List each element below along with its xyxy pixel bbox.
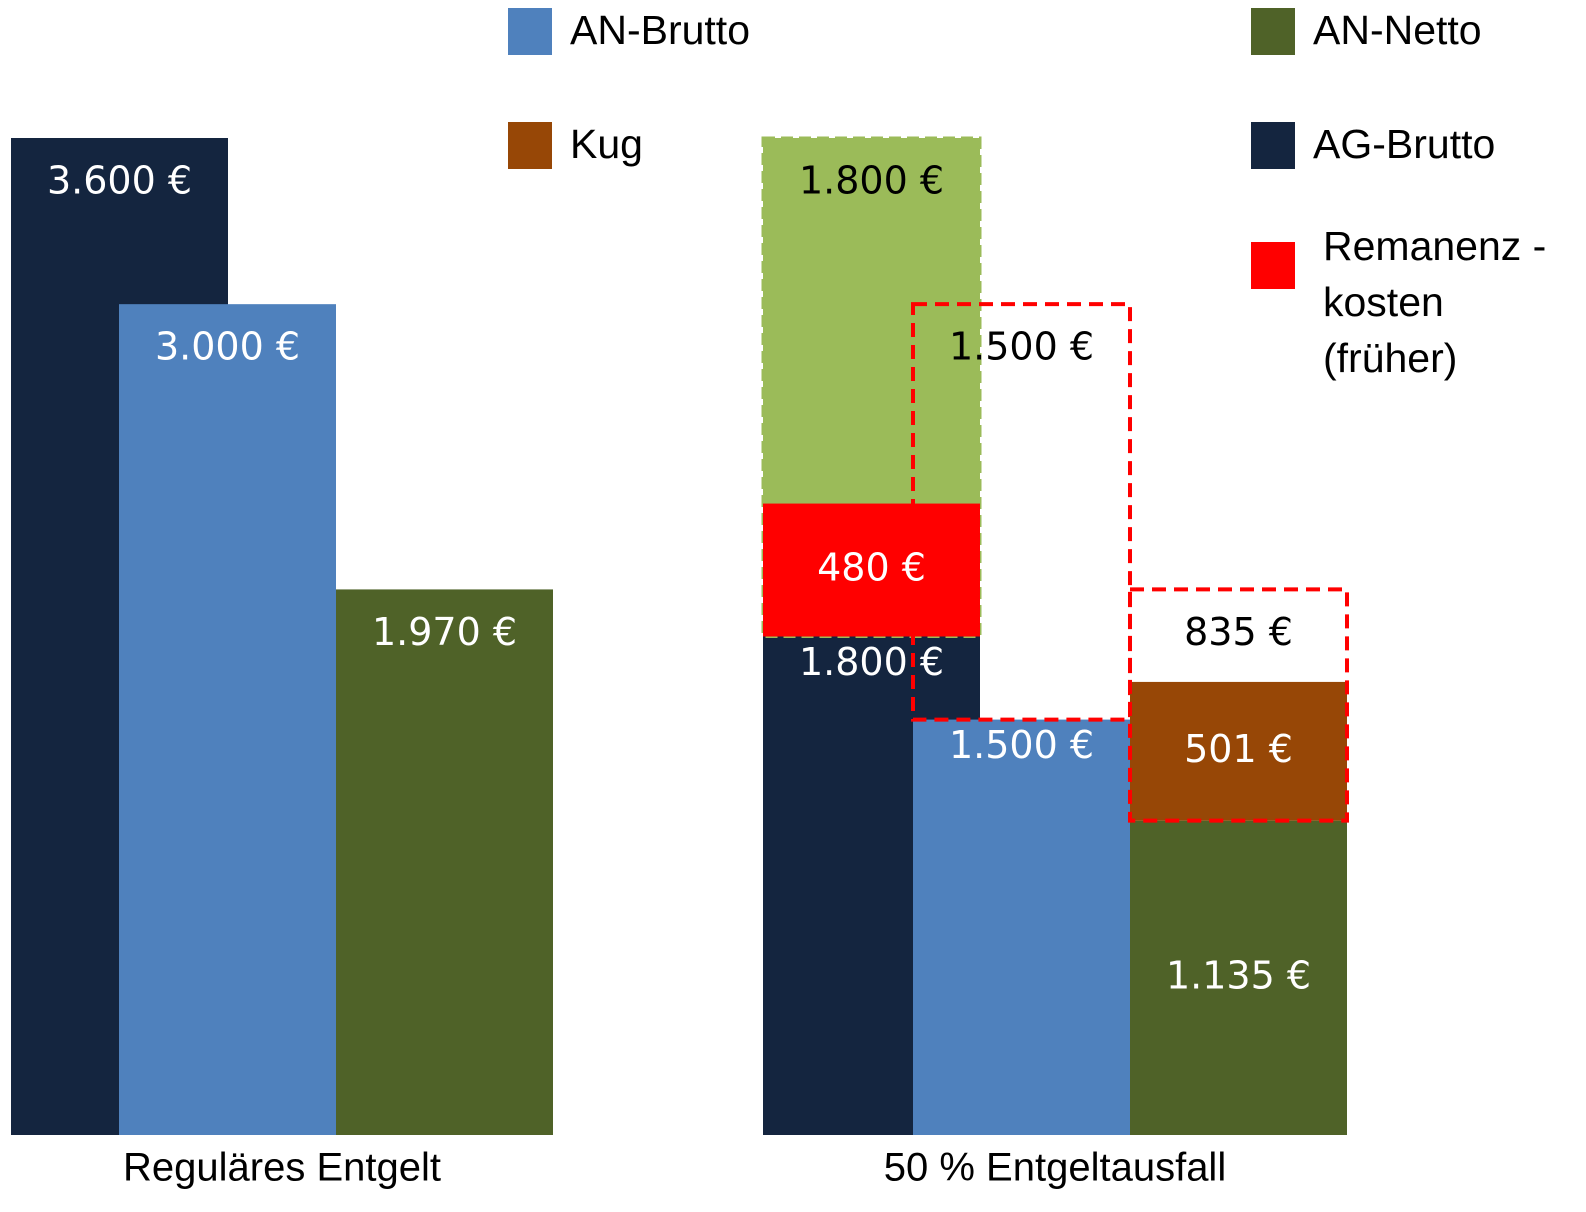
legend-swatch bbox=[1251, 8, 1295, 55]
legend-label: AN-Brutto bbox=[570, 7, 750, 53]
value-label: 1.135 € bbox=[1166, 953, 1311, 997]
value-label: 1.800 € bbox=[799, 640, 944, 684]
bar bbox=[119, 304, 336, 1136]
former-bar bbox=[911, 302, 1132, 722]
value-label: 3.000 € bbox=[155, 325, 300, 369]
legend-label: AG-Brutto bbox=[1313, 121, 1495, 167]
value-label: 501 € bbox=[1184, 727, 1293, 771]
legend-swatch bbox=[1251, 242, 1295, 289]
value-label: 3.600 € bbox=[47, 159, 192, 203]
legend-swatch bbox=[1251, 122, 1295, 169]
legend-label: AN-Netto bbox=[1313, 7, 1482, 53]
value-label: 1.500 € bbox=[949, 723, 1094, 767]
legend-label: Remanenz -kosten (früher) bbox=[1323, 223, 1547, 381]
value-label: 1.500 € bbox=[949, 325, 1094, 369]
legend-label: Kug bbox=[570, 121, 643, 167]
bar bbox=[1130, 820, 1347, 1135]
bar bbox=[763, 503, 980, 637]
x-tick-label: Reguläres Entgelt bbox=[123, 1146, 441, 1190]
x-tick-label: 50 % Entgeltausfall bbox=[884, 1146, 1226, 1190]
bar bbox=[336, 589, 553, 1135]
bar bbox=[1130, 681, 1347, 821]
value-label: 835 € bbox=[1184, 610, 1293, 654]
legend-swatch bbox=[508, 122, 552, 169]
bar bbox=[913, 719, 1130, 1135]
legend-swatch bbox=[508, 8, 552, 55]
value-label: 480 € bbox=[817, 546, 926, 590]
value-label: 1.970 € bbox=[372, 610, 517, 654]
value-label: 1.800 € bbox=[799, 159, 944, 203]
former-bar bbox=[1128, 587, 1349, 823]
